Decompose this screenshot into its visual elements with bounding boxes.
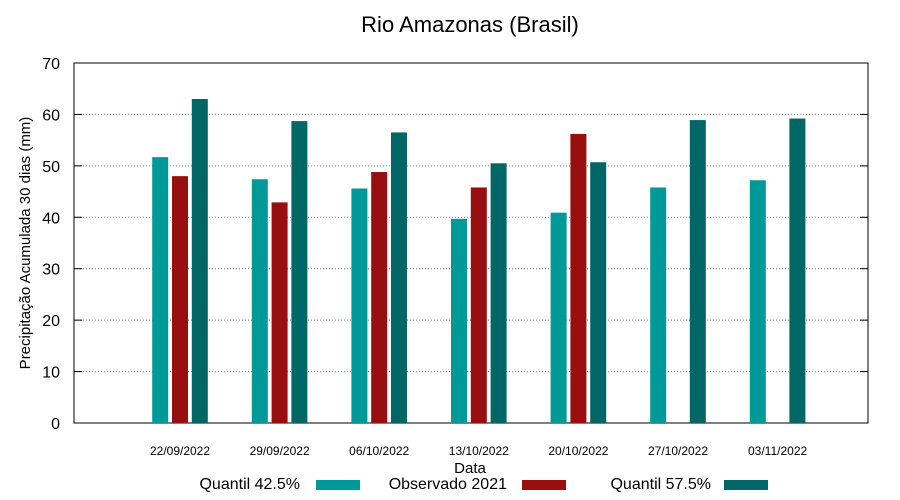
bars [152,99,806,424]
x-tick-label: 20/10/2022 [548,444,608,458]
bar-quantil-42-5 [451,218,467,423]
y-tick-label: 10 [42,365,60,382]
bar-quantil-57-5 [789,118,806,424]
y-tick-label: 50 [42,159,60,176]
y-tick-label: 40 [42,210,60,227]
bar-quantil-57-5 [291,121,308,423]
bar-quantil-57-5 [689,120,706,423]
y-tick-label: 60 [42,107,60,124]
y-tick-label: 0 [51,416,60,433]
bar-quantil-42-5 [152,157,169,423]
legend-swatch [316,480,360,490]
bar-quantil-42-5 [251,179,268,423]
bar-observado-2021 [470,187,487,423]
bar-observado-2021 [570,133,587,423]
x-tick-label: 22/09/2022 [150,444,210,458]
x-axis: 22/09/2022 29/09/2022 06/10/2022 13/10/2022… [150,444,808,458]
bar-quantil-42-5 [550,212,567,423]
bar-quantil-57-5 [191,99,208,423]
y-axis-label: Precipitação Acumulada 30 dias (mm) [17,117,34,370]
x-tick-label: 13/10/2022 [449,444,509,458]
x-tick-label: 06/10/2022 [349,444,409,458]
x-axis-label: Data [454,460,486,477]
bar-observado-2021 [371,172,388,423]
bar-observado-2021 [172,176,188,423]
x-tick-label: 03/11/2022 [748,444,807,458]
legend-swatch [724,480,768,490]
bar-observado-2021 [271,202,288,423]
bar-quantil-57-5 [590,162,607,423]
x-tick-label: 27/10/2022 [648,444,708,458]
legend-label: Quantil 57.5% [610,476,711,493]
legend-label: Observado 2021 [389,476,507,493]
bar-quantil-57-5 [490,163,507,424]
bar-quantil-42-5 [749,180,766,423]
y-axis: 0 10 20 30 40 50 60 70 [42,56,868,433]
chart-title: Rio Amazonas (Brasil) [361,12,579,37]
bar-quantil-57-5 [391,132,407,423]
y-tick-label: 20 [42,313,60,330]
bar-quantil-42-5 [351,188,368,423]
bar-quantil-42-5 [650,187,667,423]
y-tick-label: 70 [42,56,60,73]
legend-label: Quantil 42.5% [199,476,300,493]
x-tick-label: 29/09/2022 [250,444,310,458]
legend-swatch [522,480,566,490]
legend: Quantil 42.5% Observado 2021 Quantil 57.5% [199,476,768,493]
y-tick-label: 30 [42,262,60,279]
